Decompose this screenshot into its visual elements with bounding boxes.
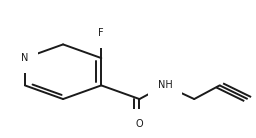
Text: NH: NH	[157, 80, 172, 90]
Text: O: O	[136, 119, 143, 129]
Text: N: N	[21, 53, 29, 63]
Text: F: F	[99, 28, 104, 39]
